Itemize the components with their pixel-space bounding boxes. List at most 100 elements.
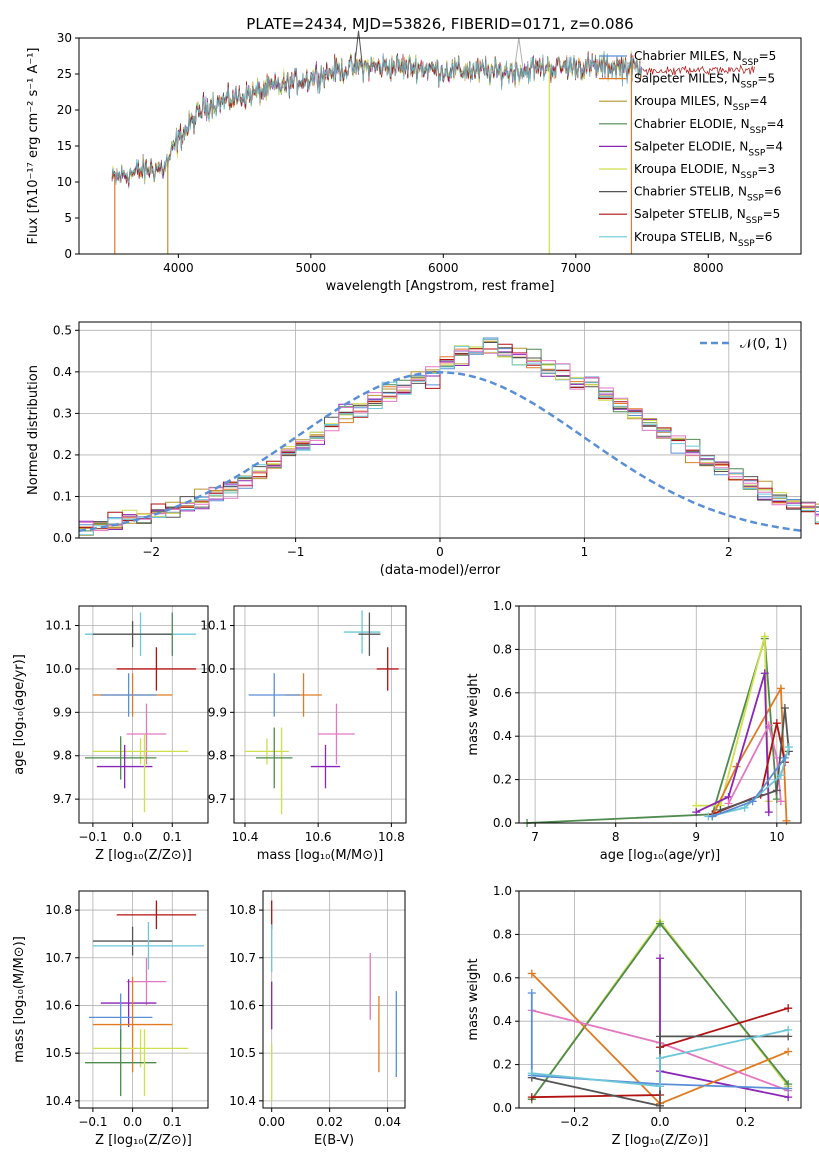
weight-point-marker [656, 1054, 664, 1063]
y-tick-label: 0.2 [53, 448, 72, 462]
x-tick-label: 9 [692, 830, 700, 844]
legend-label-tail: =3 [757, 162, 775, 176]
error-bar-point [92, 738, 189, 765]
weight-point-marker [656, 919, 664, 928]
y-tick-label: 0.1 [53, 489, 72, 503]
x-axis-label: wavelength [Angstrom, rest frame] [326, 279, 555, 294]
legend-label: 𝒩(0, 1) [740, 337, 787, 352]
x-tick-label: 0.0 [123, 830, 142, 844]
legend-label-tail: =5 [759, 49, 777, 63]
x-tick-label: 10 [769, 830, 784, 844]
error-bar-point [92, 621, 173, 648]
error-bar-point [92, 976, 173, 1073]
mass-weight-vs-age-chart: 7 8 9 10 0.0 0.2 0.4 0.6 0.8 1.0 age [log₁₀(age/yr… [466, 599, 802, 863]
weight-point-marker [708, 812, 717, 821]
legend-label-tail: =4 [765, 139, 783, 153]
legend-label-tail: =4 [750, 94, 768, 108]
x-tick-label: −2 [142, 545, 160, 559]
weight-point-marker [784, 743, 793, 752]
weight-series [708, 753, 789, 821]
axes-frame [518, 605, 802, 824]
weight-point-marker [780, 753, 789, 762]
y-tick-label: 0.5 [53, 323, 72, 337]
y-tick-label: 10.6 [229, 998, 256, 1012]
weight-point-marker [764, 721, 773, 730]
spectrum-chart: 4000 5000 6000 7000 8000 0 5 10 15 20 25 30 waveleng… [26, 30, 802, 294]
x-tick-label: −1 [287, 545, 305, 559]
legend-label: Chabrier ELODIE, NSSP=4 [634, 117, 784, 136]
weight-point-marker [656, 1082, 664, 1091]
y-tick-label: 1.0 [493, 599, 512, 613]
error-bar-point [255, 727, 293, 789]
y-tick-label: 10.1 [45, 619, 72, 633]
legend-label: Salpeter STELIB, NSSP=5 [634, 207, 780, 226]
legend-label-main: Chabrier MILES, N [634, 49, 742, 63]
weight-point-marker [527, 969, 536, 978]
spectrum-title: PLATE=2434, MJD=53826, FIBERID=0171, z=0… [246, 15, 633, 33]
weight-point-marker [527, 988, 536, 997]
y-tick-label: 9.9 [53, 705, 72, 719]
legend-label-tail: =5 [757, 72, 775, 86]
legend-label-sub: SSP [742, 58, 759, 68]
x-axis-label: (data-model)/error [380, 563, 501, 578]
weight-point-marker [776, 684, 785, 693]
weight-point-marker [784, 1047, 793, 1056]
x-axis-label: Z [log₁₀(Z/Z⊙)] [95, 848, 192, 863]
x-tick-label: 7 [531, 830, 539, 844]
axes-frame [518, 890, 802, 1109]
x-axis-label: mass [log₁₀(M/M⊙)] [257, 848, 384, 863]
error-bar-point [318, 703, 355, 765]
weight-point-marker [760, 632, 769, 641]
x-tick-label: 0.1 [163, 830, 182, 844]
y-tick-label: 0.0 [493, 1101, 512, 1115]
error-bar-point [116, 900, 197, 930]
y-tick-label: 0.2 [493, 773, 512, 787]
y-tick-label: 0.3 [53, 406, 72, 420]
x-tick-label: −0.2 [560, 1115, 589, 1129]
legend-label-sub: SSP [738, 239, 755, 249]
error-bar-point [96, 744, 153, 789]
legend-label: Kroupa STELIB, NSSP=6 [634, 230, 772, 249]
weight-series-line [531, 1029, 789, 1088]
x-tick-label: 0.1 [163, 1115, 182, 1129]
weight-point-marker [527, 1069, 536, 1078]
weight-point-marker [724, 799, 733, 808]
legend-label-tail: =5 [763, 207, 781, 221]
y-tick-label: 10.8 [229, 903, 256, 917]
weight-point-marker [780, 703, 789, 712]
y-tick-label: 10 [57, 175, 72, 189]
y-tick-label: 10.7 [45, 951, 72, 965]
legend-label-sub: SSP [741, 171, 758, 181]
y-tick-label: 5 [64, 211, 72, 225]
weight-point-marker [772, 719, 781, 728]
error-bar-point [343, 610, 381, 654]
emission-peak [354, 30, 364, 67]
weight-point-marker [527, 1093, 536, 1102]
x-tick-label: 2 [725, 545, 733, 559]
legend-label-main: Kroupa STELIB, N [634, 230, 738, 244]
y-axis-label: mass weight [466, 958, 481, 1040]
legend-label-sub: SSP [746, 216, 763, 226]
error-bar-point [126, 703, 167, 765]
x-tick-label: 10.4 [232, 830, 259, 844]
x-tick-label: 6000 [428, 261, 459, 275]
y-tick-label: 0.8 [493, 927, 512, 941]
x-axis-label: Z [log₁₀(Z/Z⊙)] [612, 1133, 709, 1148]
x-axis-label: E(B-V) [314, 1133, 354, 1148]
y-tick-label: 0.0 [53, 531, 72, 545]
legend-label-sub: SSP [747, 194, 764, 204]
legend-label-main: Chabrier ELODIE, N [634, 117, 750, 131]
x-tick-label: 1 [581, 545, 589, 559]
x-tick-label: 10.8 [378, 830, 405, 844]
error-bar-point [100, 673, 157, 717]
y-tick-label: 9.7 [53, 792, 72, 806]
axes-frame [78, 890, 209, 1109]
y-tick-label: 20 [57, 103, 72, 117]
y-tick-label: 9.8 [208, 749, 227, 763]
weight-point-marker [772, 795, 781, 804]
y-tick-label: 0.4 [493, 1014, 512, 1028]
axes-frame [78, 37, 802, 255]
weight-point-marker [656, 954, 664, 963]
